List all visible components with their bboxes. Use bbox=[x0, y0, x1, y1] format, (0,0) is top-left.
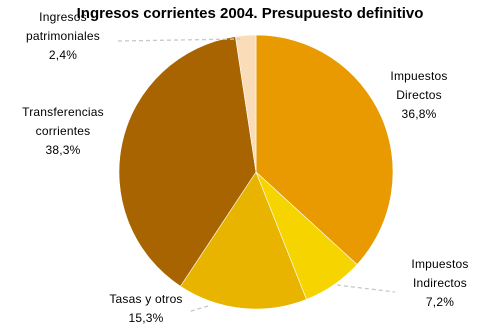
slice-name: Indirectos bbox=[413, 276, 467, 290]
slice-name: Directos bbox=[396, 88, 442, 102]
leader-line bbox=[187, 305, 209, 313]
slice-name: Impuestos bbox=[411, 257, 468, 271]
slice-percent: 36,8% bbox=[401, 107, 436, 121]
pie-slices bbox=[118, 34, 394, 310]
slice-label: Impuestos Directos 36,8% bbox=[390, 69, 447, 121]
slice-percent: 38,3% bbox=[45, 143, 80, 157]
chart-title: Ingresos corrientes 2004. Presupuesto de… bbox=[77, 5, 424, 22]
leader-lines bbox=[117, 38, 396, 313]
pie-slice-tasas-y-otros bbox=[180, 171, 307, 310]
slice-label: Transferencias corrientes 38,3% bbox=[22, 105, 104, 157]
slice-percent: 7,2% bbox=[426, 295, 454, 309]
slice-percent: 15,3% bbox=[128, 311, 163, 325]
slice-labels: Impuestos Directos 36,8% Impuestos Indirecto… bbox=[22, 10, 468, 325]
slice-name: Ingresos bbox=[39, 10, 87, 24]
slice-label: Impuestos Indirectos 7,2% bbox=[411, 257, 468, 309]
pie-slice-ingresos-patrimoniales bbox=[235, 34, 257, 173]
slice-name: patrimoniales bbox=[26, 29, 100, 43]
pie-slice-impuestos-directos bbox=[255, 34, 394, 265]
leader-line bbox=[117, 38, 241, 42]
slice-label: Tasas y otros 15,3% bbox=[109, 292, 182, 325]
slice-name: Tasas y otros bbox=[109, 292, 182, 306]
slice-label: Ingresos patrimoniales 2,4% bbox=[26, 10, 100, 62]
leader-line bbox=[336, 284, 396, 293]
slice-name: Impuestos bbox=[390, 69, 447, 83]
slice-percent: 2,4% bbox=[49, 48, 77, 62]
slice-name: Transferencias bbox=[22, 105, 104, 119]
pie-slice-transferencias-corrientes bbox=[118, 36, 257, 287]
slice-name: corrientes bbox=[36, 124, 91, 138]
